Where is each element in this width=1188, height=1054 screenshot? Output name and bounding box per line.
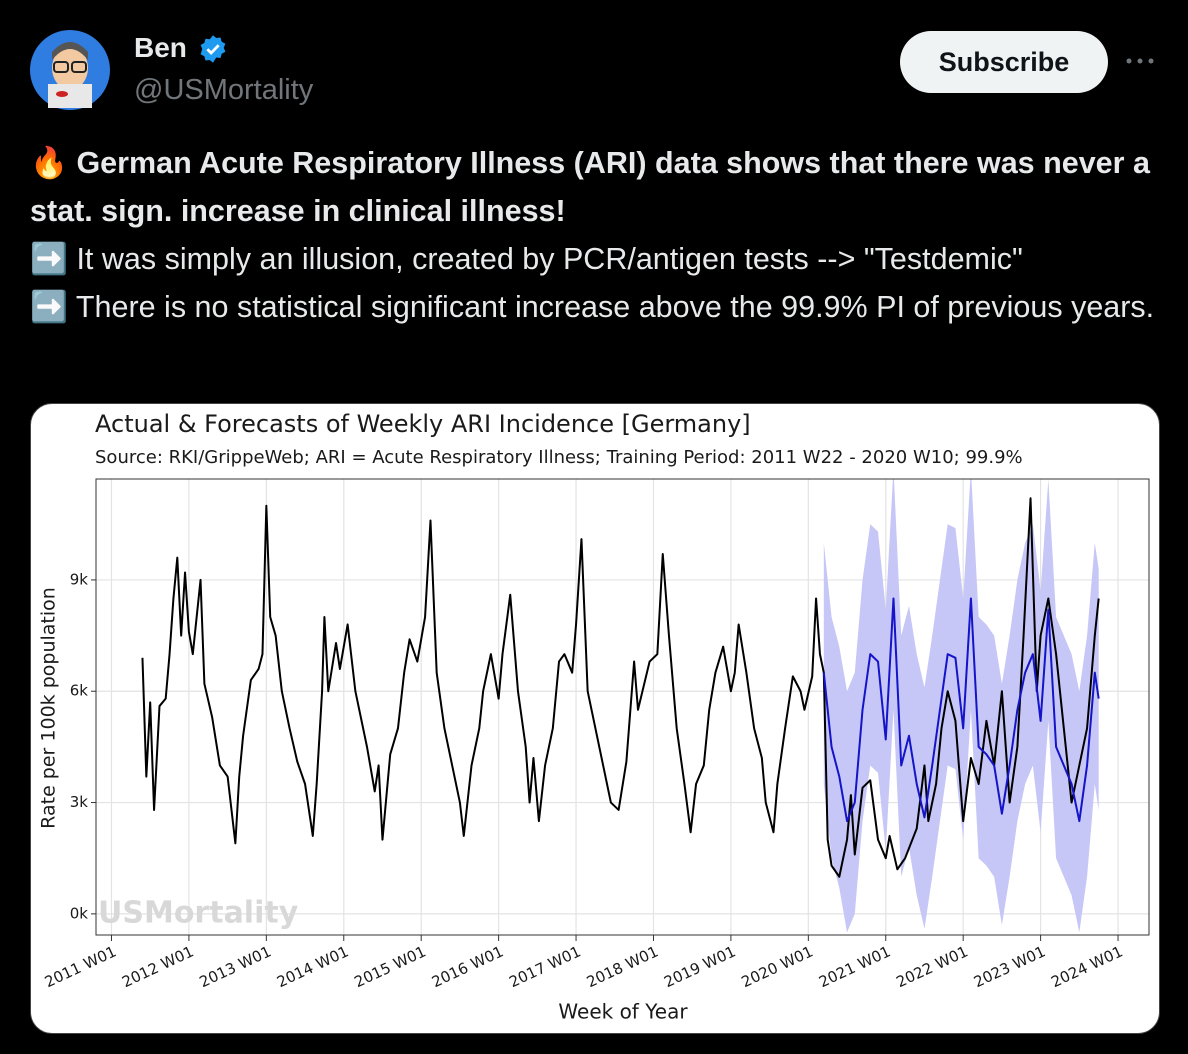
author-handle[interactable]: @USMortality <box>134 74 314 106</box>
more-button[interactable] <box>1125 55 1157 67</box>
x-tick-label: 2024 W01 <box>1048 942 1125 991</box>
verified-badge <box>200 35 226 63</box>
y-tick-label: 9k <box>70 570 89 588</box>
plot-layer <box>141 479 1100 933</box>
y-tick-label: 3k <box>70 793 89 811</box>
y-axis-label: Rate per 100k population <box>38 587 60 829</box>
point: ➡️ It was simply an illusion, created by… <box>30 242 1023 276</box>
x-tick-label: 2020 W01 <box>739 942 816 991</box>
chart: Actual & Forecasts of Weekly ARI Inciden… <box>38 410 1150 1024</box>
point: ➡️ There is no statistical significant i… <box>30 290 1155 324</box>
avatar[interactable] <box>30 30 110 110</box>
subscribe-button[interactable]: Subscribe <box>900 31 1108 93</box>
chart-subtitle: Source: RKI/GrippeWeb; ARI = Acute Respi… <box>95 447 1023 468</box>
x-tick-label: 2022 W01 <box>893 942 970 991</box>
series-line <box>822 597 1100 823</box>
y-tick-label: 6k <box>70 682 89 700</box>
x-tick-label: 2013 W01 <box>197 942 274 991</box>
x-tick-label: 2012 W01 <box>119 942 196 991</box>
x-tick-label: 2017 W01 <box>506 942 583 991</box>
x-axis-label: Week of Year <box>558 1000 688 1024</box>
author-name[interactable]: Ben <box>134 32 187 63</box>
post-text: 🔥 German Acute Respiratory Illness (ARI)… <box>30 139 1170 331</box>
x-tick-label: 2018 W01 <box>584 942 661 991</box>
plot-border <box>95 478 1150 936</box>
headline: 🔥 German Acute Respiratory Illness (ARI)… <box>30 146 1150 228</box>
y-tick-label: 0k <box>70 904 89 922</box>
x-tick-label: 2011 W01 <box>42 942 119 991</box>
x-tick-label: 2015 W01 <box>352 942 429 991</box>
watermark: USMortality <box>98 896 299 931</box>
chart-card[interactable]: Actual & Forecasts of Weekly ARI Inciden… <box>30 403 1160 1034</box>
x-tick-label: 2014 W01 <box>274 942 351 991</box>
x-tick-label: 2019 W01 <box>661 942 738 991</box>
x-tick-label: 2016 W01 <box>429 942 506 991</box>
x-tick-label: 2021 W01 <box>816 942 893 991</box>
x-tick-label: 2023 W01 <box>971 942 1048 991</box>
chart-title: Actual & Forecasts of Weekly ARI Inciden… <box>95 410 751 438</box>
